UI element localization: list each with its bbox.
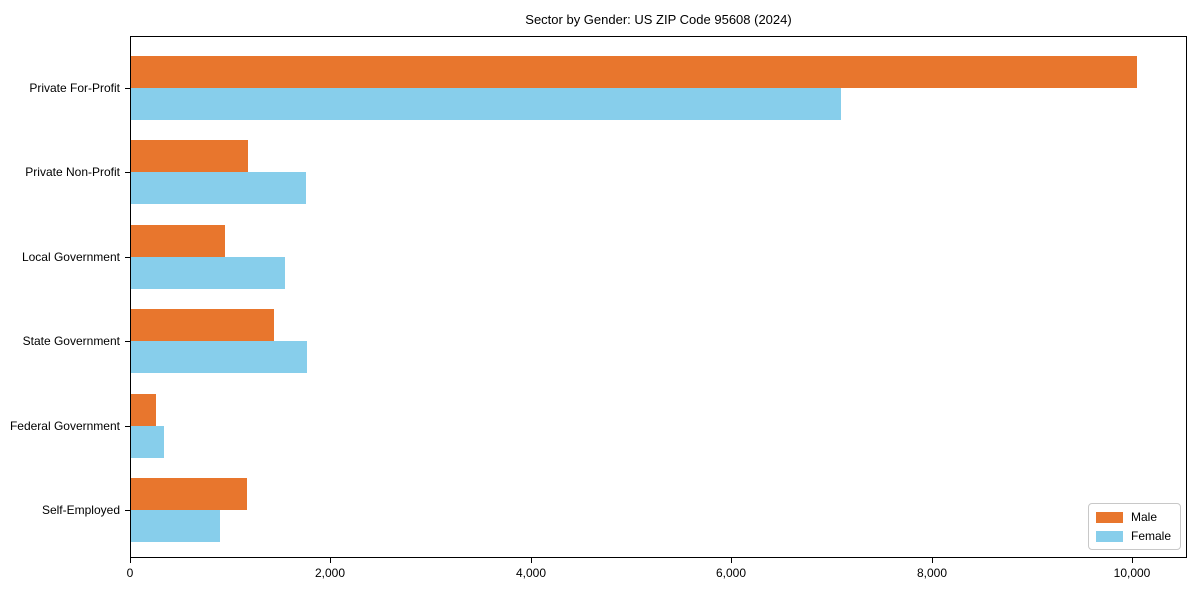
- bar-male-state-government: [131, 309, 274, 342]
- x-axis-tick: [731, 558, 732, 563]
- x-axis-tick-label: 8,000: [916, 566, 948, 580]
- y-axis-tick: [125, 510, 130, 511]
- bar-male-private-non-profit: [131, 140, 248, 173]
- bar-female-self-employed: [131, 510, 220, 542]
- bar-female-private-non-profit: [131, 172, 306, 205]
- y-axis-tick: [125, 88, 130, 89]
- bar-male-federal-government: [131, 393, 156, 426]
- x-axis-tick: [1132, 558, 1133, 563]
- legend-label-male: Male: [1131, 510, 1158, 524]
- legend-entry-male: Male: [1096, 510, 1171, 524]
- chart-title: Sector by Gender: US ZIP Code 95608 (202…: [525, 12, 792, 27]
- plot-area: [130, 36, 1187, 558]
- legend-swatch-female: [1096, 530, 1123, 542]
- bar-female-private-for-profit: [131, 88, 841, 120]
- y-axis-label-self-employed: Self-Employed: [41, 503, 120, 517]
- legend-swatch-male: [1096, 511, 1123, 523]
- x-axis-tick: [130, 558, 131, 563]
- y-axis-tick: [125, 425, 130, 427]
- legend-label-female: Female: [1131, 529, 1172, 543]
- bar-male-self-employed: [131, 478, 247, 510]
- bar-female-federal-government: [131, 425, 164, 458]
- y-axis-tick: [125, 256, 130, 258]
- x-axis-tick-label: 2,000: [314, 566, 346, 580]
- y-axis-label-state-government: State Government: [22, 334, 120, 349]
- y-axis-tick: [125, 172, 130, 174]
- x-axis-tick-label: 6,000: [715, 566, 747, 580]
- legend: Male Female: [1088, 503, 1182, 550]
- y-axis-label-private-non-profit: Private Non-Profit: [25, 165, 120, 180]
- legend-entry-female: Female: [1096, 529, 1171, 543]
- bar-female-state-government: [131, 341, 307, 374]
- x-axis-tick-label: 4,000: [515, 566, 547, 580]
- y-axis-label-federal-government: Federal Government: [9, 418, 120, 433]
- y-axis-label-local-government: Local Government: [21, 249, 120, 264]
- x-axis-tick: [330, 558, 331, 563]
- y-axis-tick: [125, 341, 130, 343]
- x-axis-tick-label: 0: [126, 566, 134, 580]
- y-axis-label-private-for-profit: Private For-Profit: [29, 81, 120, 95]
- x-axis-tick-label: 10,000: [1113, 566, 1151, 580]
- bar-male-private-for-profit: [131, 56, 1137, 88]
- bar-male-local-government: [131, 224, 225, 257]
- x-axis-tick: [932, 558, 933, 563]
- x-axis-tick: [531, 558, 532, 563]
- bar-female-local-government: [131, 256, 285, 289]
